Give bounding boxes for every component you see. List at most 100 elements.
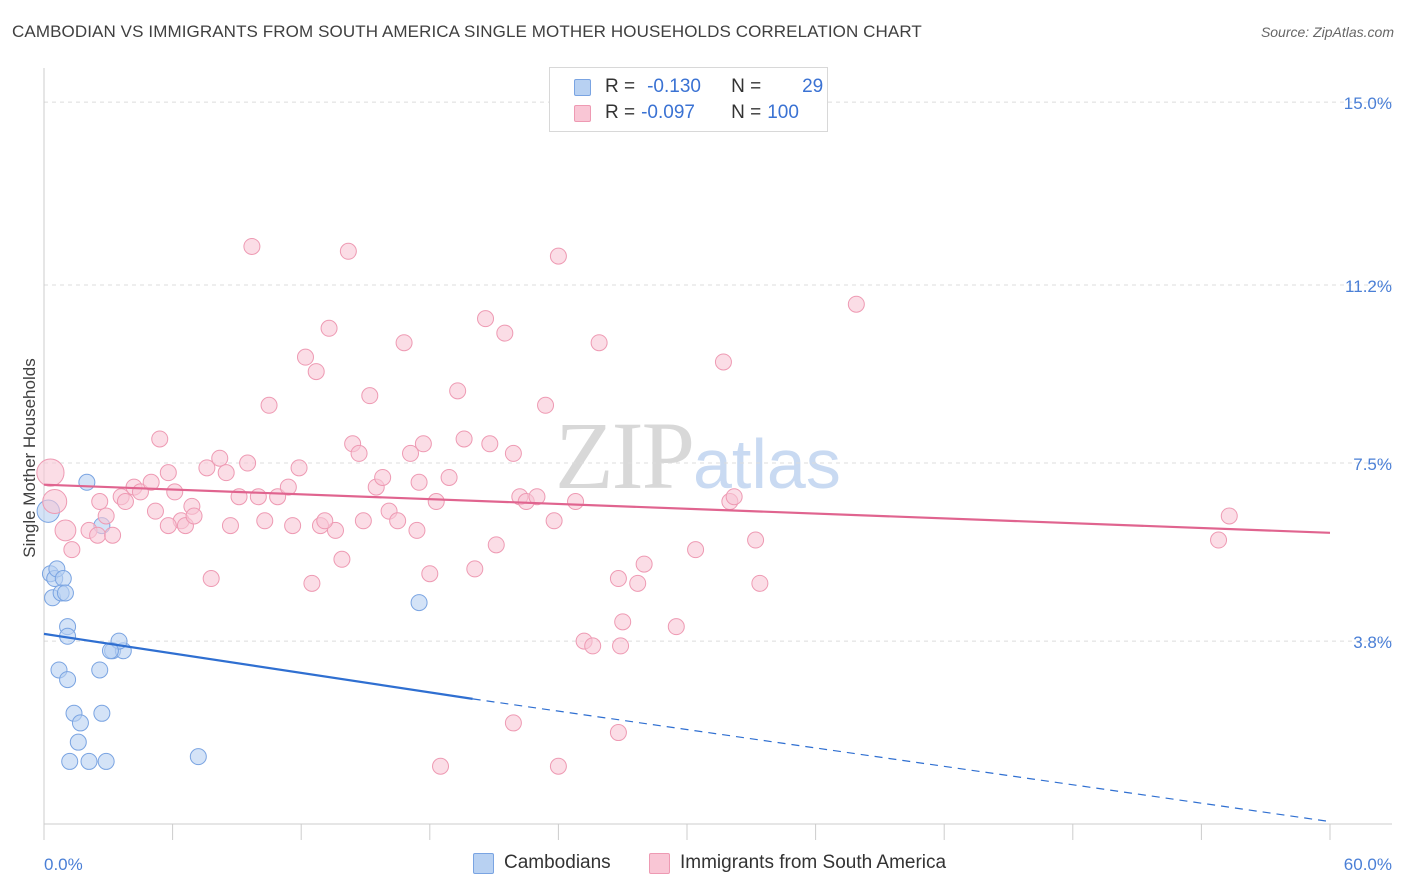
y-tick-label: 3.8%: [1353, 633, 1392, 652]
bottom-legend-south-america: Immigrants from South America: [649, 852, 946, 874]
south-america-point: [567, 493, 585, 511]
watermark: ZIPatlas: [555, 400, 841, 511]
south-america-point: [256, 512, 274, 530]
south-america-point: [249, 488, 267, 506]
south-america-point: [1220, 507, 1238, 525]
south-america-point: [307, 363, 325, 381]
south-america-point: [290, 459, 308, 477]
south-america-trend-line: [43, 483, 1331, 534]
south-america-point: [279, 478, 297, 496]
cambodian-point: [91, 661, 109, 679]
south-america-point: [97, 507, 115, 525]
y-tick-label: 7.5%: [1353, 455, 1392, 474]
cambodian-point: [78, 473, 96, 491]
south-america-point: [116, 493, 134, 511]
south-america-point: [54, 519, 77, 542]
south-america-point: [142, 473, 160, 491]
cambodian-point: [69, 733, 87, 751]
south-america-point: [389, 512, 407, 530]
watermark-zip: ZIP: [555, 402, 695, 509]
south-america-point: [350, 444, 368, 462]
legend-n-value: 29: [802, 76, 824, 97]
south-america-point: [42, 489, 68, 515]
cambodian-point: [80, 752, 98, 770]
south-america-point: [410, 473, 428, 491]
x-tick-label: 0.0%: [44, 855, 83, 874]
south-america-point: [477, 310, 495, 328]
south-america-point: [667, 618, 685, 636]
south-america-point: [612, 637, 630, 655]
south-america-point: [211, 449, 229, 467]
south-america-point: [549, 247, 567, 265]
south-america-point: [487, 536, 505, 554]
south-america-point: [466, 560, 484, 578]
south-america-point: [296, 348, 314, 366]
south-america-point: [333, 550, 351, 568]
cambodian-point: [56, 584, 74, 602]
south-america-point: [63, 541, 81, 559]
south-america-point: [104, 526, 122, 544]
legend-r-label: R =: [605, 76, 636, 97]
south-america-point: [549, 757, 567, 775]
south-america-point: [395, 334, 413, 352]
legend-n-label: N =: [731, 76, 762, 97]
south-america-point: [374, 468, 392, 486]
y-tick-label: 15.0%: [1344, 94, 1392, 113]
south-america-point: [584, 637, 602, 655]
south-america-point: [414, 435, 432, 453]
south-america-point: [609, 570, 627, 588]
south-america-point: [260, 396, 278, 414]
south-america-point: [714, 353, 732, 371]
south-america-point: [537, 396, 555, 414]
cambodian-trend-line: [43, 632, 473, 700]
south-america-point: [725, 488, 743, 506]
south-america-point: [747, 531, 765, 549]
legend-n-value: 100: [767, 102, 799, 123]
legend-n-label: N =: [731, 102, 762, 123]
bottom-legend-label: Immigrants from South America: [680, 852, 947, 873]
cambodian-trend-extension: [472, 698, 1331, 823]
south-america-point: [408, 521, 426, 539]
south-america-point: [847, 295, 865, 313]
south-america-point: [221, 517, 239, 535]
cambodian-point: [101, 642, 119, 660]
south-america-point: [440, 468, 458, 486]
south-america-point: [751, 574, 769, 592]
south-america-point: [449, 382, 467, 400]
south-america-point: [91, 493, 109, 511]
south-america-point: [421, 565, 439, 583]
bottom-legend-cambodians: Cambodians: [473, 852, 611, 874]
south-america-point: [455, 430, 473, 448]
cambodian-point: [59, 671, 77, 689]
south-america-point: [614, 613, 632, 631]
south-america-point: [217, 464, 235, 482]
south-america-point: [284, 517, 302, 535]
south-america-point: [239, 454, 257, 472]
south-america-point: [635, 555, 653, 573]
south-america-point: [354, 512, 372, 530]
legend-row-cambodians: R = -0.130 N = 29: [574, 74, 823, 100]
south-america-point: [545, 512, 563, 530]
chart-title: CAMBODIAN VS IMMIGRANTS FROM SOUTH AMERI…: [12, 22, 922, 41]
south-america-point: [159, 464, 177, 482]
south-america-point: [316, 512, 334, 530]
x-tick-label: 60.0%: [1344, 855, 1392, 874]
south-america-point: [159, 517, 177, 535]
south-america-point: [185, 507, 203, 525]
cambodian-point: [97, 752, 115, 770]
south-america-point: [36, 458, 65, 487]
south-america-point: [590, 334, 608, 352]
legend-row-south-america: R = -0.097 N = 100: [574, 100, 811, 126]
bottom-legend-label: Cambodians: [504, 852, 611, 873]
south-america-point: [320, 319, 338, 337]
south-america-point: [339, 242, 357, 260]
south-america-point: [1210, 531, 1228, 549]
legend-r-label: R =: [605, 102, 636, 123]
south-america-point: [243, 237, 261, 255]
bottom-legend-swatch-south-america: [649, 852, 670, 874]
south-america-point: [528, 488, 546, 506]
south-america-point: [198, 459, 216, 477]
south-america-point: [146, 502, 164, 520]
bottom-legend-swatch-cambodians: [473, 852, 494, 874]
